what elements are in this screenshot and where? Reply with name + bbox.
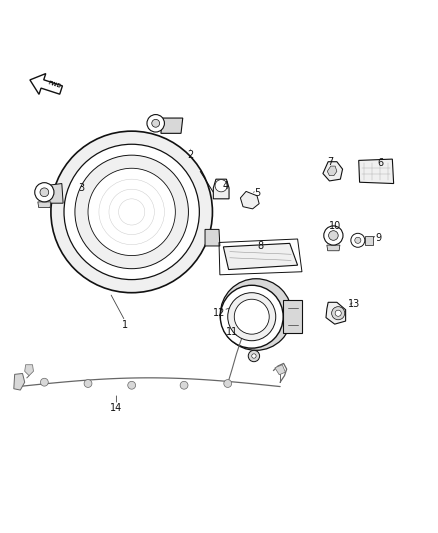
Polygon shape [25, 365, 33, 376]
Polygon shape [38, 202, 51, 207]
Circle shape [40, 188, 49, 197]
Circle shape [64, 144, 199, 280]
Circle shape [180, 381, 188, 389]
Circle shape [224, 379, 232, 387]
Circle shape [228, 293, 276, 341]
Polygon shape [205, 229, 220, 246]
Circle shape [220, 285, 283, 348]
Circle shape [75, 155, 188, 269]
Text: 12: 12 [213, 308, 225, 318]
Text: 5: 5 [254, 188, 261, 198]
Polygon shape [359, 159, 394, 183]
Polygon shape [326, 302, 346, 324]
Circle shape [128, 381, 136, 389]
Text: 10: 10 [328, 221, 341, 231]
Polygon shape [327, 245, 340, 251]
Circle shape [51, 131, 212, 293]
Text: 7: 7 [327, 157, 333, 167]
Polygon shape [44, 183, 63, 203]
Circle shape [252, 354, 256, 358]
Text: 8: 8 [258, 240, 264, 251]
Text: 6: 6 [378, 158, 384, 167]
Circle shape [147, 115, 164, 132]
Circle shape [234, 299, 269, 334]
Polygon shape [240, 191, 259, 209]
Polygon shape [223, 244, 297, 270]
Circle shape [355, 237, 361, 244]
Polygon shape [14, 374, 25, 390]
Polygon shape [323, 161, 343, 181]
Text: FWD: FWD [47, 80, 62, 89]
Circle shape [351, 233, 365, 247]
Text: 13: 13 [348, 300, 360, 310]
Circle shape [84, 379, 92, 387]
Polygon shape [30, 74, 63, 94]
Text: 9: 9 [375, 233, 381, 243]
Text: 1: 1 [122, 320, 128, 330]
Circle shape [248, 350, 260, 362]
Polygon shape [275, 365, 286, 375]
Polygon shape [327, 166, 337, 176]
Polygon shape [213, 179, 229, 199]
Circle shape [328, 231, 338, 240]
Polygon shape [365, 236, 373, 245]
Circle shape [335, 310, 341, 316]
Text: 2: 2 [187, 150, 194, 160]
Polygon shape [283, 300, 302, 333]
Circle shape [35, 183, 54, 202]
Text: 14: 14 [110, 403, 123, 414]
Circle shape [88, 168, 175, 256]
Circle shape [324, 226, 343, 245]
Circle shape [40, 378, 48, 386]
Circle shape [215, 180, 227, 192]
Polygon shape [161, 118, 183, 133]
Text: 3: 3 [78, 183, 85, 193]
Circle shape [220, 279, 292, 350]
Circle shape [332, 306, 345, 320]
Text: 11: 11 [226, 327, 238, 337]
Circle shape [152, 119, 159, 127]
Text: 4: 4 [223, 181, 229, 191]
